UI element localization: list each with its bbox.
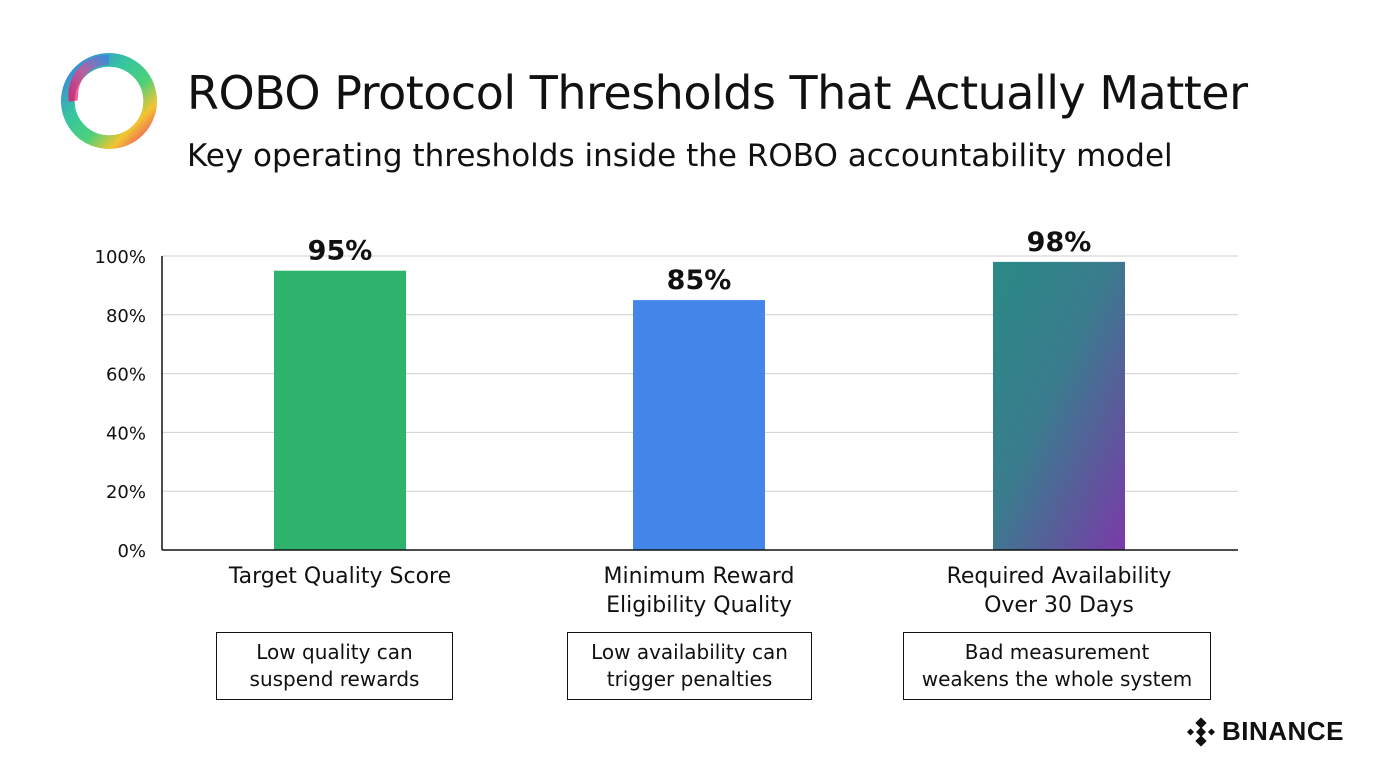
data-label: 85% — [667, 265, 732, 296]
binance-icon — [1186, 716, 1216, 747]
note-line: Low quality can — [256, 640, 413, 664]
bar — [633, 300, 765, 550]
note-line: weakens the whole system — [921, 667, 1193, 691]
x-label-line: Eligibility Quality — [606, 593, 792, 618]
x-label-line: Required Availability — [946, 564, 1172, 589]
binance-logo: BINANCE — [1186, 716, 1344, 747]
note-line: suspend rewards — [249, 667, 420, 691]
note-line: trigger penalties — [606, 667, 773, 691]
y-tick-label: 100% — [95, 247, 146, 268]
y-tick-label: 40% — [106, 423, 146, 444]
page-subtitle: Key operating thresholds inside the ROBO… — [187, 138, 1173, 174]
data-label: 98% — [1027, 227, 1092, 258]
y-tick-label: 20% — [106, 482, 146, 503]
y-tick-label: 80% — [106, 306, 146, 327]
x-label-line: Over 30 Days — [984, 593, 1134, 618]
note-line: Low availability can — [591, 640, 788, 664]
bar — [993, 261, 1125, 550]
note-line: Bad measurement — [964, 640, 1150, 664]
x-category-label: Required Availability Over 30 Days — [909, 562, 1209, 620]
x-category-label: Target Quality Score — [190, 562, 490, 591]
note-box: Low availability can trigger penalties — [567, 632, 812, 700]
robo-logo — [60, 52, 158, 150]
binance-wordmark: BINANCE — [1222, 716, 1344, 746]
data-label: 95% — [308, 236, 373, 267]
y-tick-label: 0% — [117, 541, 146, 562]
x-label-line: Target Quality Score — [228, 564, 452, 589]
page-title: ROBO Protocol Thresholds That Actually M… — [187, 66, 1248, 120]
bar — [274, 270, 406, 550]
note-box: Bad measurement weakens the whole system — [903, 632, 1211, 700]
y-tick-label: 60% — [106, 365, 146, 386]
note-box: Low quality can suspend rewards — [216, 632, 453, 700]
x-label-line: Minimum Reward — [603, 564, 795, 589]
x-category-label: Minimum Reward Eligibility Quality — [549, 562, 849, 620]
